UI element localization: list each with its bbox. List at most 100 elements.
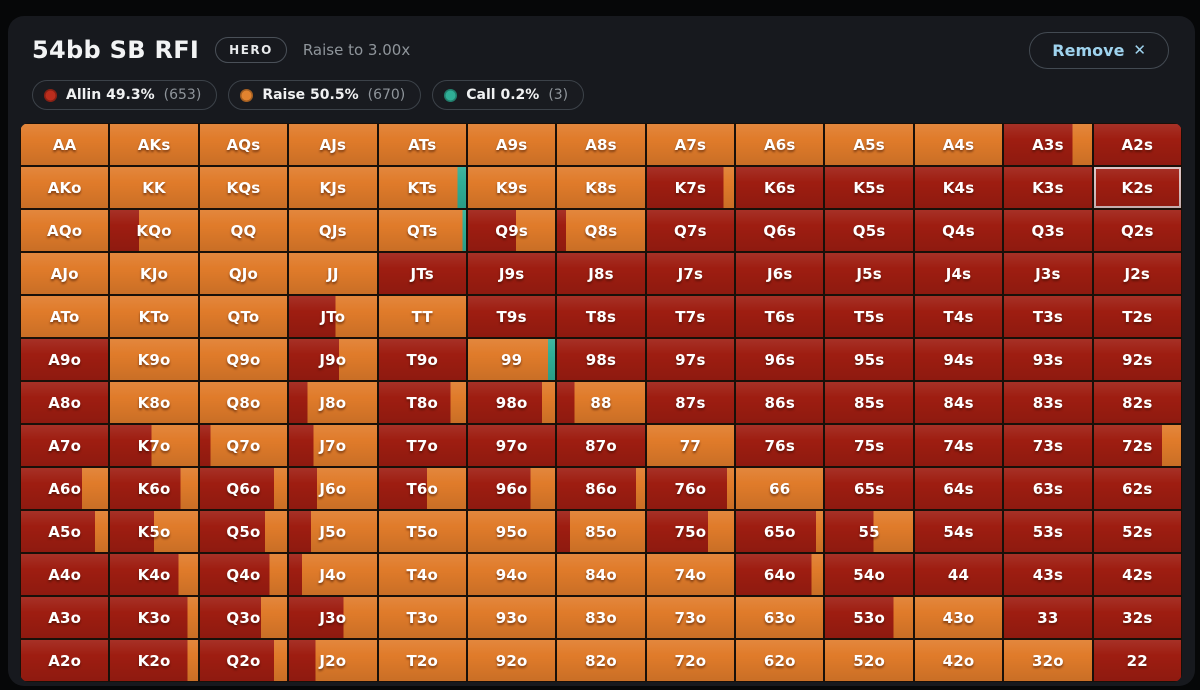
hand-cell-43s[interactable]: 43s [1004, 554, 1093, 595]
hand-cell-J6o[interactable]: J6o [289, 468, 377, 509]
hand-cell-K7s[interactable]: K7s [646, 167, 735, 208]
hand-cell-Q5s[interactable]: Q5s [825, 210, 914, 251]
hand-cell-J8s[interactable]: J8s [557, 253, 646, 294]
hand-cell-Q2s[interactable]: Q2s [1093, 210, 1182, 251]
hand-cell-A4s[interactable]: A4s [914, 124, 1003, 165]
hand-cell-QJo[interactable]: QJo [199, 253, 288, 294]
hand-cell-T7s[interactable]: T7s [646, 296, 735, 337]
hand-cell-42o[interactable]: 42o [914, 640, 1003, 681]
hand-cell-QTs[interactable]: QTs [378, 210, 467, 251]
hand-cell-A3s[interactable]: A3s [1004, 124, 1093, 165]
hand-cell-K2s[interactable]: K2s [1093, 167, 1182, 208]
hand-cell-ATs[interactable]: ATs [378, 124, 467, 165]
hand-cell-AQs[interactable]: AQs [199, 124, 288, 165]
legend-pill-call[interactable]: Call 0.2% (3) [432, 80, 585, 110]
hand-cell-Q9o[interactable]: Q9o [199, 339, 288, 380]
hand-cell-82s[interactable]: 82s [1093, 382, 1182, 423]
hand-cell-A2o[interactable]: A2o [21, 640, 109, 681]
hand-cell-K6o[interactable]: K6o [110, 468, 199, 509]
hand-cell-K9o[interactable]: K9o [110, 339, 199, 380]
hand-cell-A8o[interactable]: A8o [21, 382, 109, 423]
hand-cell-95o[interactable]: 95o [467, 511, 556, 552]
hand-cell-Q8o[interactable]: Q8o [199, 382, 288, 423]
hand-cell-QJs[interactable]: QJs [289, 210, 377, 251]
hand-cell-J2o[interactable]: J2o [289, 640, 377, 681]
hand-cell-97s[interactable]: 97s [646, 339, 735, 380]
hand-cell-J9o[interactable]: J9o [289, 339, 377, 380]
hand-cell-KTo[interactable]: KTo [110, 296, 199, 337]
hand-cell-AA[interactable]: AA [21, 124, 109, 165]
hand-cell-Q7o[interactable]: Q7o [199, 425, 288, 466]
hand-cell-K5o[interactable]: K5o [110, 511, 199, 552]
hand-cell-K8o[interactable]: K8o [110, 382, 199, 423]
hand-cell-J6s[interactable]: J6s [736, 253, 824, 294]
hand-cell-83o[interactable]: 83o [557, 597, 646, 638]
hand-cell-ATo[interactable]: ATo [21, 296, 109, 337]
hand-cell-JJ[interactable]: JJ [289, 253, 377, 294]
hand-cell-88[interactable]: 88 [557, 382, 646, 423]
hand-cell-K8s[interactable]: K8s [557, 167, 646, 208]
hand-cell-K7o[interactable]: K7o [110, 425, 199, 466]
hand-cell-Q4o[interactable]: Q4o [199, 554, 288, 595]
hand-cell-T4s[interactable]: T4s [914, 296, 1003, 337]
hand-cell-T4o[interactable]: T4o [378, 554, 467, 595]
hand-cell-96s[interactable]: 96s [736, 339, 824, 380]
hand-cell-T7o[interactable]: T7o [378, 425, 467, 466]
hand-cell-A9s[interactable]: A9s [467, 124, 556, 165]
hand-cell-Q4s[interactable]: Q4s [914, 210, 1003, 251]
hand-cell-Q6s[interactable]: Q6s [736, 210, 824, 251]
hand-cell-Q8s[interactable]: Q8s [557, 210, 646, 251]
hand-cell-42s[interactable]: 42s [1093, 554, 1182, 595]
hand-cell-65s[interactable]: 65s [825, 468, 914, 509]
hand-cell-43o[interactable]: 43o [914, 597, 1003, 638]
hand-cell-93s[interactable]: 93s [1004, 339, 1093, 380]
hand-cell-74s[interactable]: 74s [914, 425, 1003, 466]
hand-cell-T6s[interactable]: T6s [736, 296, 824, 337]
hand-cell-A6s[interactable]: A6s [736, 124, 824, 165]
hand-cell-Q6o[interactable]: Q6o [199, 468, 288, 509]
hand-cell-72s[interactable]: 72s [1093, 425, 1182, 466]
hand-cell-62s[interactable]: 62s [1093, 468, 1182, 509]
hand-cell-65o[interactable]: 65o [736, 511, 824, 552]
hand-cell-KTs[interactable]: KTs [378, 167, 467, 208]
hand-cell-85s[interactable]: 85s [825, 382, 914, 423]
hand-cell-T9o[interactable]: T9o [378, 339, 467, 380]
hand-cell-KK[interactable]: KK [110, 167, 199, 208]
hand-cell-T8s[interactable]: T8s [557, 296, 646, 337]
hand-cell-A7s[interactable]: A7s [646, 124, 735, 165]
hand-cell-54o[interactable]: 54o [825, 554, 914, 595]
legend-pill-allin[interactable]: Allin 49.3% (653) [32, 80, 218, 110]
hand-cell-33[interactable]: 33 [1004, 597, 1093, 638]
hand-cell-94s[interactable]: 94s [914, 339, 1003, 380]
hand-cell-73s[interactable]: 73s [1004, 425, 1093, 466]
hand-cell-72o[interactable]: 72o [646, 640, 735, 681]
hand-cell-KQs[interactable]: KQs [199, 167, 288, 208]
hand-cell-A5o[interactable]: A5o [21, 511, 109, 552]
hand-cell-84o[interactable]: 84o [557, 554, 646, 595]
hand-cell-55[interactable]: 55 [825, 511, 914, 552]
hand-cell-AKs[interactable]: AKs [110, 124, 199, 165]
hand-cell-92o[interactable]: 92o [467, 640, 556, 681]
hand-cell-64o[interactable]: 64o [736, 554, 824, 595]
hand-cell-A2s[interactable]: A2s [1093, 124, 1182, 165]
hand-cell-J4s[interactable]: J4s [914, 253, 1003, 294]
hand-cell-52s[interactable]: 52s [1093, 511, 1182, 552]
hand-cell-Q7s[interactable]: Q7s [646, 210, 735, 251]
hand-cell-K9s[interactable]: K9s [467, 167, 556, 208]
hand-cell-98o[interactable]: 98o [467, 382, 556, 423]
hand-cell-K5s[interactable]: K5s [825, 167, 914, 208]
hand-cell-77[interactable]: 77 [646, 425, 735, 466]
hand-cell-87o[interactable]: 87o [557, 425, 646, 466]
hand-cell-63s[interactable]: 63s [1004, 468, 1093, 509]
hand-cell-J4o[interactable]: J4o [289, 554, 377, 595]
hand-cell-J3s[interactable]: J3s [1004, 253, 1093, 294]
hand-cell-T8o[interactable]: T8o [378, 382, 467, 423]
hand-cell-83s[interactable]: 83s [1004, 382, 1093, 423]
hand-cell-JTo[interactable]: JTo [289, 296, 377, 337]
hand-cell-Q3s[interactable]: Q3s [1004, 210, 1093, 251]
hand-cell-74o[interactable]: 74o [646, 554, 735, 595]
hand-cell-84s[interactable]: 84s [914, 382, 1003, 423]
hand-cell-T2o[interactable]: T2o [378, 640, 467, 681]
hand-cell-KQo[interactable]: KQo [110, 210, 199, 251]
hand-cell-T2s[interactable]: T2s [1093, 296, 1182, 337]
